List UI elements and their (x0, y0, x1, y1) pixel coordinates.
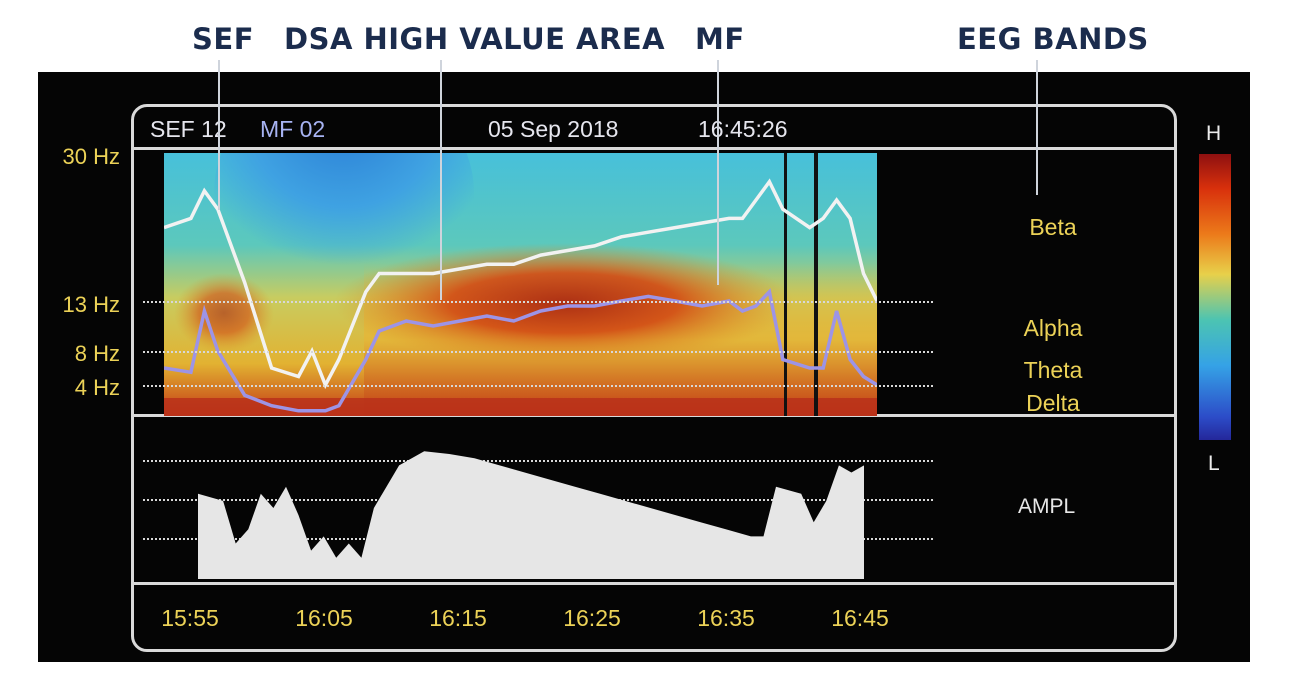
ampl-divider (131, 582, 1177, 585)
header-divider (131, 147, 1177, 150)
callout-mf: MF (695, 22, 745, 56)
callout-eeg-bands: EEG BANDS (957, 22, 1149, 56)
display-frame (131, 104, 1177, 652)
callout-leader-eeg-bands (1036, 60, 1038, 195)
band-label-beta: Beta (1029, 214, 1077, 240)
ampl-grid-line (143, 460, 933, 462)
y-tick-label: 13 Hz (62, 292, 120, 317)
callout-dsa-high-value-area: DSA HIGH VALUE AREA (284, 22, 666, 56)
grid-line-4hz (143, 385, 933, 387)
x-tick-label: 16:35 (697, 605, 755, 631)
monitor-screen: SEF 12 MF 02 05 Sep 2018 16:45:26 30 Hz … (38, 72, 1250, 662)
scale-high-label: H (1206, 122, 1222, 145)
x-tick-label: 16:15 (429, 605, 487, 631)
callout-leader-mf (717, 60, 719, 285)
time-readout: 16:45:26 (698, 116, 788, 142)
grid-line-13hz (143, 301, 933, 303)
callout-leader-dsa (440, 60, 442, 300)
x-tick-label: 16:05 (295, 605, 353, 631)
ampl-trend-area (198, 451, 864, 579)
x-tick-label: 15:55 (161, 605, 219, 631)
dsa-artifact-marker (784, 153, 787, 416)
band-label-delta: Delta (1026, 390, 1080, 416)
mf-trend-line (164, 288, 877, 413)
ampl-label: AMPL (1018, 495, 1076, 518)
sef-trend-line (164, 178, 877, 390)
y-tick-label: 8 Hz (74, 341, 120, 366)
grid-line-8hz (143, 351, 933, 353)
y-tick-label: 4 Hz (74, 375, 120, 400)
dsa-hot-spot-left (174, 273, 274, 353)
scale-low-label: L (1208, 452, 1220, 475)
band-label-theta: Theta (1023, 357, 1083, 383)
date-readout: 05 Sep 2018 (488, 116, 619, 142)
x-tick-label: 16:25 (563, 605, 621, 631)
mf-readout: MF 02 (260, 116, 326, 142)
band-label-alpha: Alpha (1023, 315, 1083, 341)
color-scale-bar (1199, 154, 1231, 440)
sef-readout: SEF 12 (150, 116, 227, 142)
y-tick-label: 30 Hz (62, 144, 120, 169)
dsa-high-value-area (334, 243, 794, 363)
callout-sef: SEF (192, 22, 255, 56)
dsa-artifact-marker (814, 153, 818, 416)
x-tick-label: 16:45 (831, 605, 889, 631)
dsa-spectrogram (164, 153, 877, 416)
callout-leader-sef (218, 60, 220, 210)
ampl-trend (198, 451, 864, 579)
